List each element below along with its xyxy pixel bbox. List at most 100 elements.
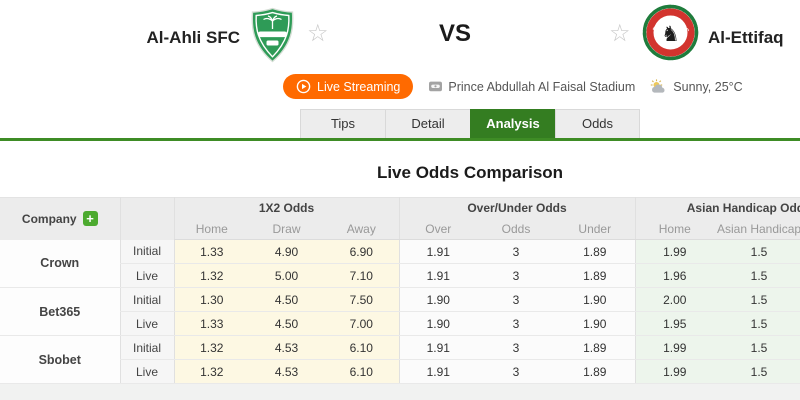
odds-value: 1.5 [714, 311, 800, 336]
table-row: Live 1.33 4.50 7.00 1.90 3 1.90 1.95 1.5 [0, 311, 800, 336]
play-icon [296, 79, 311, 94]
odds-value: 2.00 [634, 287, 715, 312]
add-company-button[interactable]: + [82, 211, 98, 227]
table-row: Live 1.32 5.00 7.10 1.91 3 1.89 1.96 1.5 [0, 263, 800, 288]
sunny-weather-icon [651, 79, 665, 93]
table-row: Live 1.32 4.53 6.10 1.91 3 1.89 1.99 1.5 [0, 359, 800, 384]
odds-value: 1.90 [398, 287, 478, 312]
table-row: Sbobet Initial 1.32 4.53 6.10 1.91 3 1.89 1.99 1.… [0, 335, 800, 384]
match-meta-row: Live Streaming Prince Abdullah Al Faisal… [283, 74, 743, 99]
odds-value: 1.5 [714, 239, 800, 264]
company-header-label: Company [21, 211, 77, 226]
odds-value: 3 [477, 287, 556, 312]
stadium-icon [429, 81, 443, 92]
venue-label: Prince Abdullah Al Faisal Stadium [448, 79, 636, 94]
odds-value: 1.91 [398, 335, 478, 360]
row-type-label: Live [119, 263, 174, 288]
odds-value: 7.50 [324, 287, 400, 312]
odds-value: 1.30 [173, 287, 249, 312]
group-header: Asian Handicap Odds [634, 197, 800, 219]
odds-table: Company +1X2 Odds Over/Under Odds Asian Han… [0, 197, 800, 384]
row-type-label: Initial [119, 335, 174, 360]
odds-value: 6.10 [324, 335, 400, 360]
odds-value: 1.33 [173, 239, 249, 264]
odds-value: 4.50 [249, 311, 324, 336]
sub-header: Asian Handicap [714, 218, 800, 240]
tabs-bar: Tips Detail Analysis Odds [0, 105, 800, 141]
odds-value: 1.33 [173, 311, 249, 336]
venue: Prince Abdullah Al Faisal Stadium [428, 79, 635, 94]
away-team-logo: ETTIFAQ F.C ♞ [642, 4, 699, 61]
odds-value: 6.90 [324, 239, 400, 264]
odds-value: 1.89 [555, 263, 636, 288]
odds-value: 3 [477, 335, 556, 360]
tab-analysis[interactable]: Analysis [470, 109, 555, 138]
analysis-content: Live Odds Comparison Company +1X2 Odds Ove… [0, 141, 800, 384]
odds-value: 1.32 [173, 359, 249, 384]
odds-value: 1.95 [634, 311, 715, 336]
odds-value: 1.5 [714, 359, 800, 384]
row-type-label: Initial [119, 287, 174, 312]
company-name: Sbobet [0, 335, 120, 384]
away-favorite-star-icon[interactable]: ☆ [609, 20, 631, 47]
odds-value: 1.99 [634, 335, 715, 360]
page-title: Live Odds Comparison [376, 163, 564, 182]
odds-value: 1.99 [634, 359, 715, 384]
live-streaming-button[interactable]: Live Streaming [283, 74, 414, 99]
tab-detail[interactable]: Detail [385, 109, 470, 138]
row-type-label: Initial [119, 239, 174, 264]
home-favorite-star-icon[interactable]: ☆ [307, 20, 329, 47]
odds-value: 1.91 [398, 263, 478, 288]
odds-value: 4.53 [249, 359, 324, 384]
sub-header: Over [398, 218, 478, 240]
odds-value: 1.90 [555, 287, 636, 312]
weather: Sunny, 25°C [650, 79, 743, 94]
home-team-logo [251, 7, 294, 63]
odds-value: 3 [477, 311, 556, 336]
odds-value: 1.91 [398, 239, 478, 264]
odds-value: 3 [477, 263, 556, 288]
odds-value: 1.96 [634, 263, 715, 288]
tab-tips[interactable]: Tips [300, 109, 385, 138]
odds-value: 1.32 [173, 335, 249, 360]
tabs: Tips Detail Analysis Odds [300, 109, 640, 138]
odds-value: 1.89 [555, 359, 636, 384]
odds-value: 1.5 [714, 263, 800, 288]
odds-value: 7.00 [324, 311, 400, 336]
odds-table-wrap: Company +1X2 Odds Over/Under Odds Asian Han… [0, 197, 800, 384]
tab-odds[interactable]: Odds [555, 109, 640, 138]
odds-value: 1.32 [173, 263, 249, 288]
sub-header: Away [324, 218, 400, 240]
odds-value: 3 [477, 359, 556, 384]
odds-value: 1.89 [555, 239, 636, 264]
live-streaming-label: Live Streaming [317, 79, 401, 94]
odds-value: 1.5 [714, 287, 800, 312]
table-row: Crown Initial 1.33 4.90 6.90 1.91 3 1.89 1.99 1.5 [0, 239, 800, 288]
company-name: Crown [0, 239, 120, 288]
odds-value: 7.10 [324, 263, 400, 288]
row-type-label: Live [119, 359, 174, 384]
vs-label: VS [438, 20, 471, 47]
odds-value: 6.10 [324, 359, 400, 384]
sub-header: Draw [249, 218, 324, 240]
home-team-name: Al-Ahli SFC [146, 28, 241, 47]
group-header: Over/Under Odds [398, 197, 636, 219]
odds-value: 1.99 [634, 239, 715, 264]
sub-header: Under [555, 218, 636, 240]
odds-value: 4.53 [249, 335, 324, 360]
odds-value: 1.5 [714, 335, 800, 360]
row-type-column-header [119, 197, 174, 240]
odds-value: 1.90 [555, 311, 636, 336]
group-header: 1X2 Odds [173, 197, 400, 219]
palm-tree-icon [263, 15, 282, 29]
match-header: Al-Ahli SFC ☆ VS ☆ ETTIFAQ F.C ♞ Al-Etti… [0, 0, 800, 105]
company-name: Bet365 [0, 287, 120, 336]
odds-value: 4.50 [249, 287, 324, 312]
odds-value: 1.90 [398, 311, 478, 336]
sub-header: Home [634, 218, 715, 240]
odds-value: 1.91 [398, 359, 478, 384]
sub-header: Home [173, 218, 249, 240]
odds-value: 1.89 [555, 335, 636, 360]
sub-header: Odds [477, 218, 556, 240]
row-type-label: Live [119, 311, 174, 336]
